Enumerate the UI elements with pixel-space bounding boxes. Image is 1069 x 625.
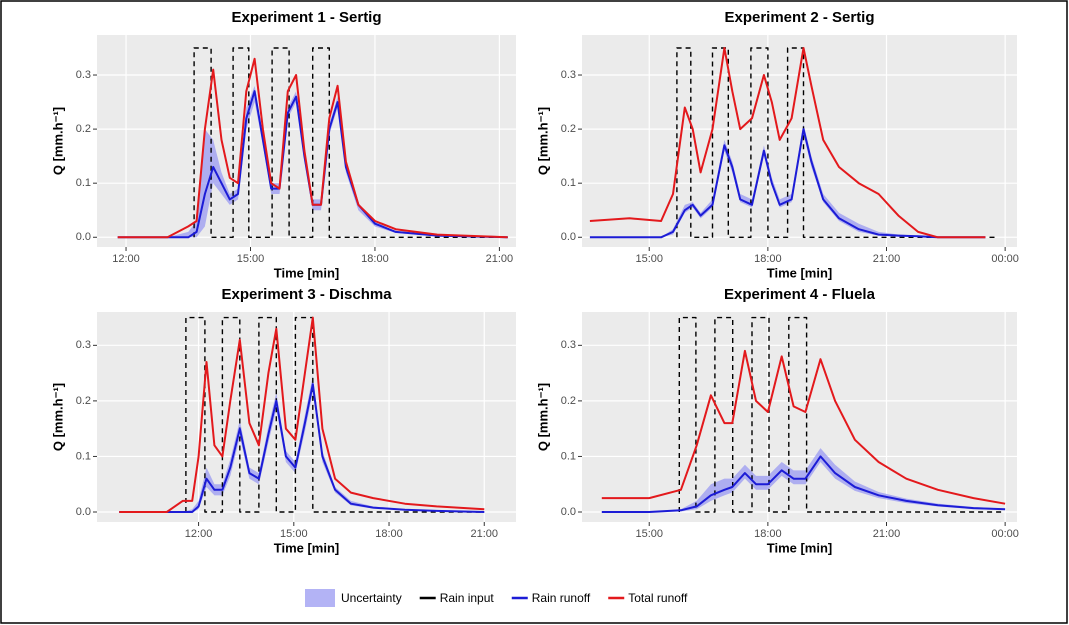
panel: Experiment 1 - Sertig 0.0 0.1 0.2 0.3 12:00 15… [50,9,516,280]
legend-label: Uncertainty [341,591,402,605]
x-tick-label: 21:00 [873,528,901,540]
x-axis-title: Time [min] [767,265,833,280]
legend-label: Rain runoff [532,591,591,605]
panel-title: Experiment 1 - Sertig [231,9,381,26]
y-tick-label: 0.1 [76,450,91,462]
runoff-line [117,57,508,239]
x-tick-label: 12:00 [185,528,213,540]
runoff-line [119,316,485,513]
x-tick-label: 12:00 [112,253,140,265]
x-tick-label: 18:00 [754,253,782,265]
x-tick-label: 18:00 [361,253,389,265]
panel-title: Experiment 4 - Fluela [724,286,876,303]
panel-title: Experiment 3 - Dischma [221,286,392,303]
uncertainty-band [601,448,1006,512]
x-tick-label: 15:00 [635,253,663,265]
runoff-line [589,47,986,239]
runoff-line [601,349,1006,505]
x-axis-title: Time [min] [274,540,340,555]
y-tick-label: 0.1 [561,177,576,189]
x-tick-label: 21:00 [470,528,498,540]
runoff-line [601,455,1006,513]
panel: Experiment 3 - Dischma 0.0 0.1 0.2 0.3 12:00 1… [50,286,516,555]
y-tick-label: 0.3 [561,69,576,81]
panel-title: Experiment 2 - Sertig [724,9,874,26]
y-tick-label: 0.2 [561,123,576,135]
x-tick-label: 18:00 [375,528,403,540]
panel: Experiment 4 - Fluela 0.0 0.1 0.2 0.3 15:00 18… [535,286,1018,555]
y-tick-label: 0.3 [76,339,91,351]
rain-input-line [676,47,998,238]
y-tick-label: 0.0 [76,506,91,518]
rain-input-line [678,316,1006,513]
panel: Experiment 2 - Sertig 0.0 0.1 0.2 0.3 15:00 18… [535,9,1018,280]
x-axis-title: Time [min] [767,540,833,555]
plot-background [582,312,1017,522]
x-tick-label: 00:00 [991,253,1019,265]
x-tick-label: 21:00 [873,253,901,265]
x-tick-label: 15:00 [635,528,663,540]
y-tick-label: 0.3 [76,69,91,81]
y-tick-label: 0.0 [76,231,91,243]
legend: Uncertainty Rain input Rain runoff Total ru… [305,589,688,607]
runoff-line [589,128,986,239]
rain-input-line [193,47,508,238]
y-tick-label: 0.1 [76,177,91,189]
legend-label: Total runoff [628,591,688,605]
runoff-line [119,383,485,513]
uncertainty-band [589,123,986,238]
x-tick-label: 00:00 [991,528,1019,540]
rain-input-line [185,316,485,513]
y-tick-label: 0.2 [561,395,576,407]
y-axis-title: Q [mm.h⁻¹] [535,383,550,451]
x-tick-label: 15:00 [280,528,308,540]
y-axis-title: Q [mm.h⁻¹] [50,107,65,175]
y-tick-label: 0.0 [561,231,576,243]
plot-background [97,35,516,247]
y-tick-label: 0.0 [561,506,576,518]
uncertainty-band [119,375,485,512]
y-tick-label: 0.2 [76,395,91,407]
y-tick-label: 0.2 [76,123,91,135]
uncertainty-band [117,85,508,238]
x-tick-label: 21:00 [486,253,514,265]
y-axis-title: Q [mm.h⁻¹] [50,383,65,451]
y-tick-label: 0.3 [561,339,576,351]
legend-label: Rain input [440,591,495,605]
x-tick-label: 15:00 [237,253,265,265]
y-tick-label: 0.1 [561,450,576,462]
legend-key [305,589,335,607]
x-tick-label: 18:00 [754,528,782,540]
x-axis-title: Time [min] [274,265,340,280]
y-axis-title: Q [mm.h⁻¹] [535,107,550,175]
